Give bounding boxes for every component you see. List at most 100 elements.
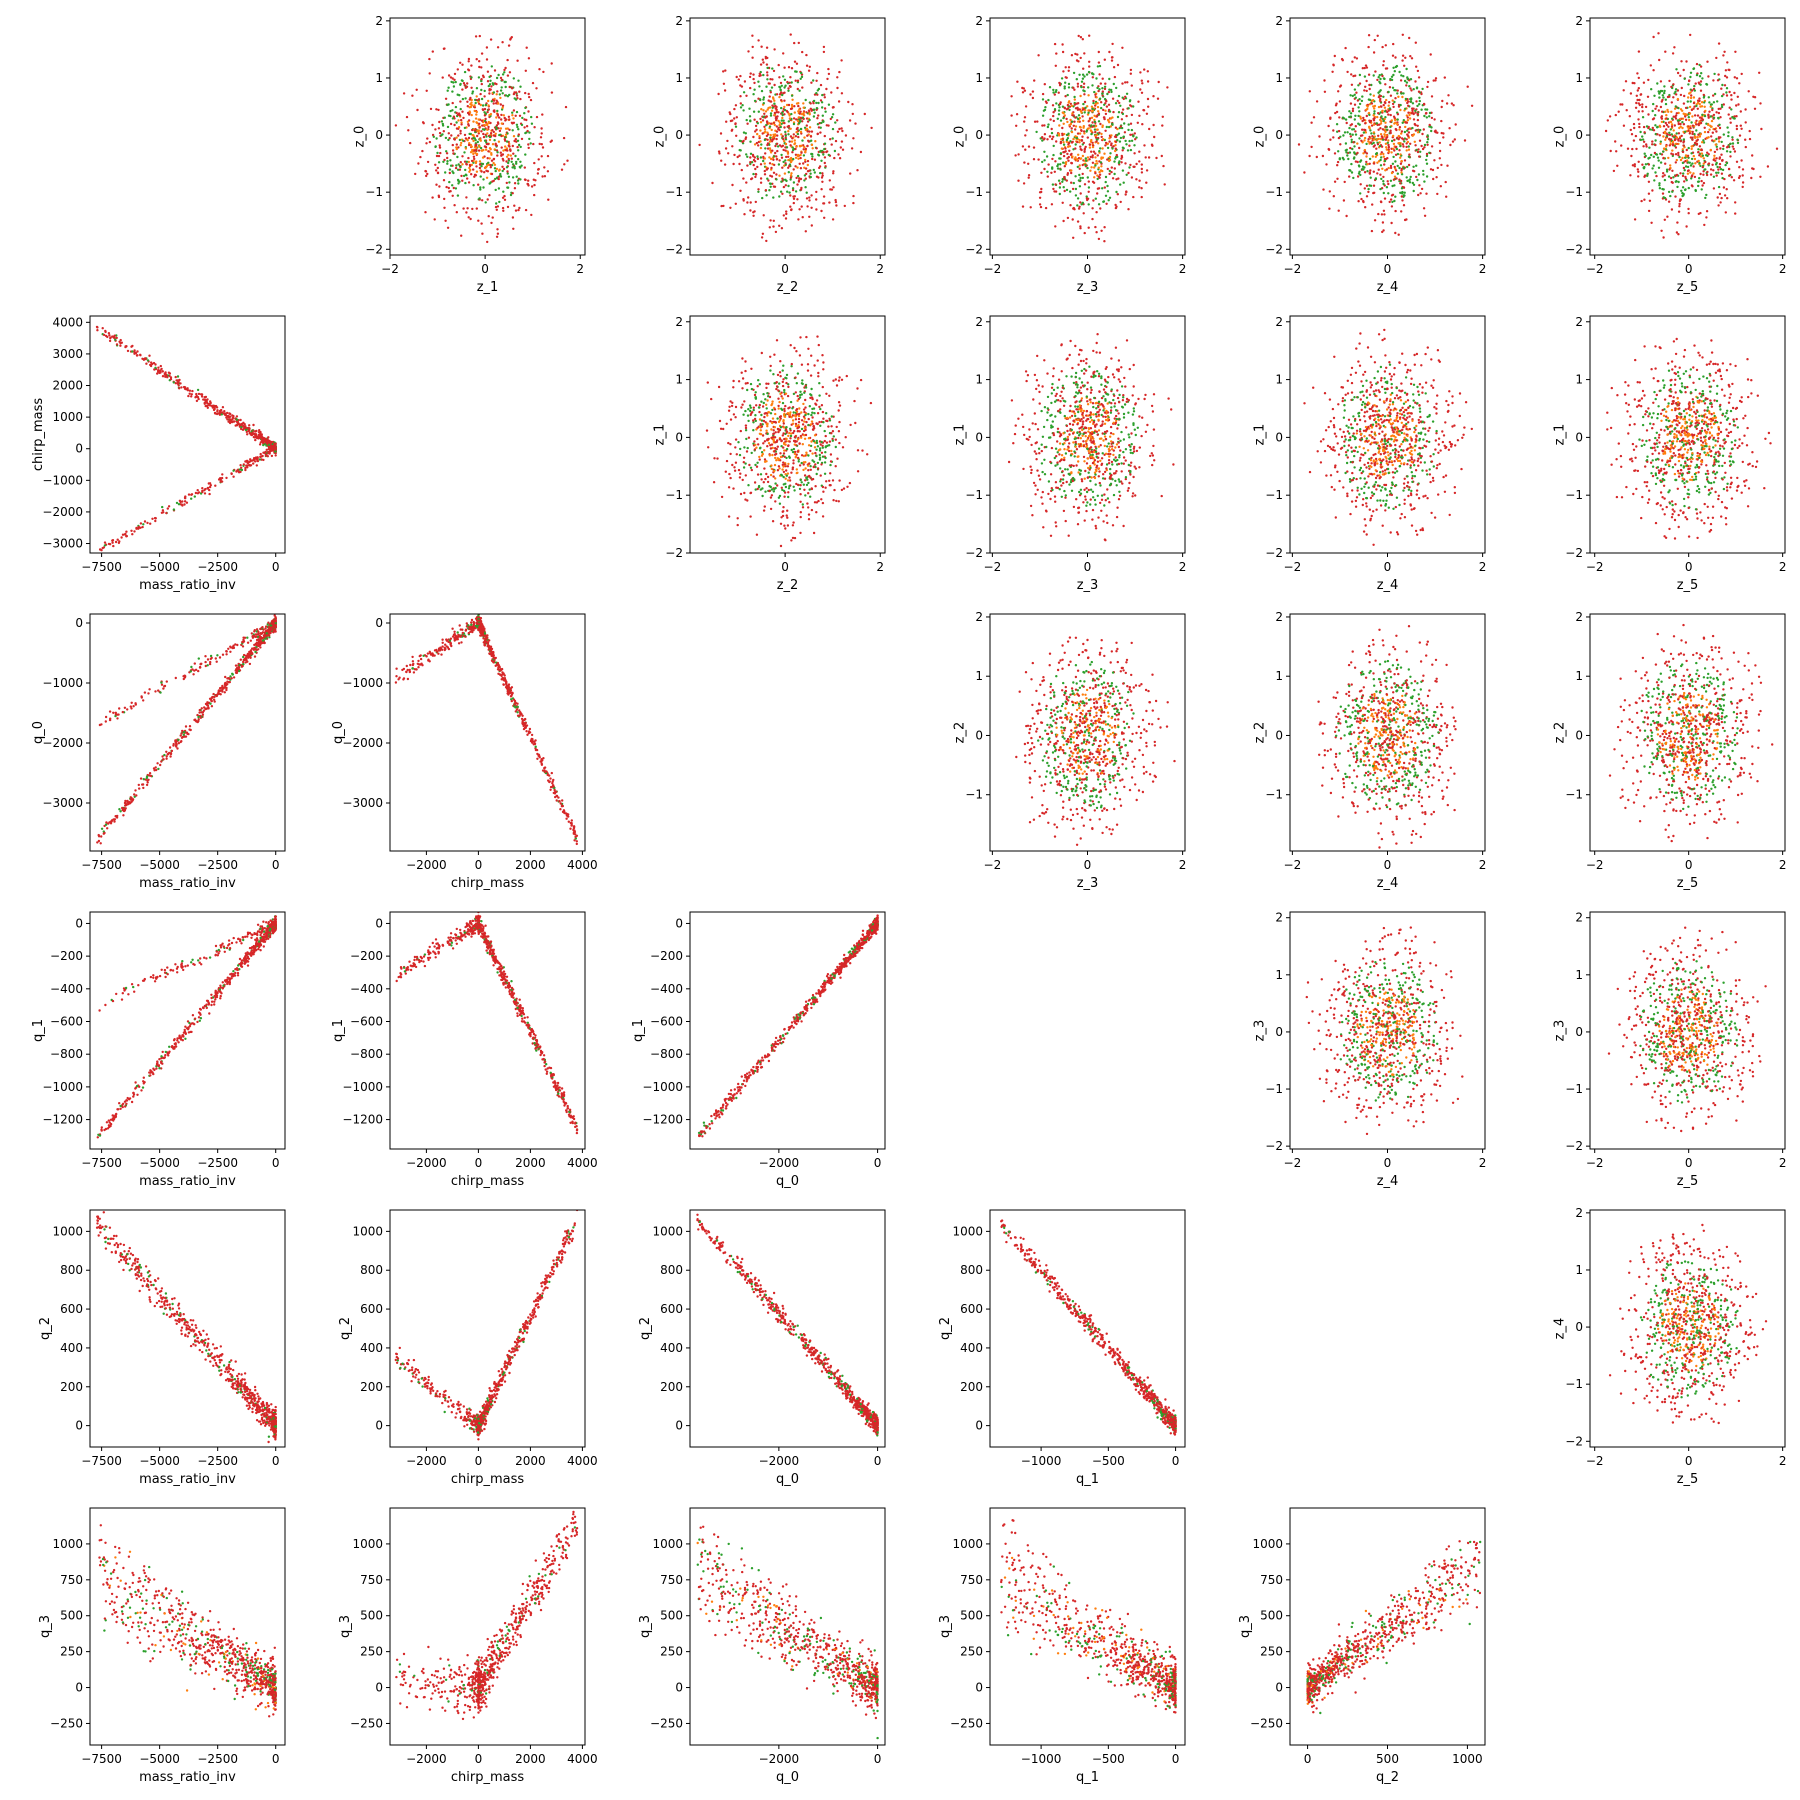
scatter-point [1416,178,1419,182]
scatter-point [1724,69,1728,72]
scatter-point [784,162,787,165]
scatter-point [749,201,752,204]
scatter-point [268,452,271,455]
scatter-point [775,130,779,133]
scatter-point [1375,147,1378,150]
scatter-point [1075,102,1079,105]
scatter-point [1714,159,1717,162]
scatter-point [1342,117,1346,120]
scatter-point [1734,212,1737,215]
scatter-point [1678,202,1681,206]
scatter-point [1079,56,1082,60]
scatter-point [788,191,791,194]
scatter-point [1078,164,1081,167]
scatter-point [1107,119,1110,122]
scatter-point [772,158,775,161]
scatter-point [419,155,422,159]
scatter-point [1377,168,1380,171]
scatter-point [467,216,470,219]
scatter-point [850,147,854,150]
scatter-point [1681,117,1685,120]
scatter-point [1032,158,1036,161]
scatter-point [1041,160,1044,164]
scatter-point [1412,183,1416,186]
scatter-point [799,177,803,181]
x-axis-label: z_1 [477,280,499,295]
scatter-point [1637,76,1641,80]
scatter-point [1382,63,1385,67]
scatter-point [1687,83,1690,86]
scatter-point [1696,101,1700,105]
scatter-point [433,218,436,221]
scatter-point [1043,133,1047,136]
scatter-point [1645,125,1649,128]
scatter-point [1699,89,1703,92]
scatter-point [1391,54,1395,57]
scatter-point [1748,137,1752,141]
scatter-point [512,121,516,125]
scatter-point [1113,172,1116,176]
scatter-point [1699,172,1702,176]
scatter-point [1348,126,1351,130]
scatter-point [724,147,728,150]
scatter-point [1124,139,1127,143]
scatter-point [450,134,453,137]
scatter-point [1689,164,1693,167]
scatter-point [1408,178,1412,181]
scatter-point [490,172,494,176]
scatter-point [1352,141,1355,144]
scatter-point [1412,165,1415,168]
scatter-point [459,100,462,103]
scatter-point [1382,152,1385,156]
scatter-point [1052,91,1055,94]
scatter-point [769,122,773,125]
scatter-point [481,232,484,235]
scatter-point [1110,59,1114,62]
scatter-point [1057,109,1061,112]
y-tick-label: 0 [375,128,383,142]
scatter-point [787,66,791,69]
scatter-point [1695,62,1699,66]
scatter-point [783,108,787,112]
scatter-point [146,521,149,525]
scatter-point [1122,181,1125,184]
scatter-point [483,107,487,111]
scatter-point [1363,171,1367,174]
scatter-point [796,174,800,178]
scatter-point [1401,121,1404,125]
scatter-point [485,46,489,49]
scatter-point [467,143,471,147]
scatter-point [450,80,453,84]
scatter-point [1631,81,1634,85]
scatter-point [1639,138,1643,142]
scatter-point [461,155,464,158]
scatter-point [1650,88,1653,91]
scatter-point [840,92,844,95]
scatter-point [1696,136,1699,139]
scatter-point [1052,111,1055,114]
scatter-point [1354,125,1358,128]
scatter-point [1675,132,1678,135]
scatter-point [1392,105,1395,109]
scatter-point [1383,159,1387,163]
scatter-point [1659,89,1663,93]
scatter-point [818,165,822,168]
scatter-point [475,110,478,114]
scatter-point [788,84,792,88]
scatter-point [508,71,512,74]
scatter-point [1656,82,1659,85]
scatter-point [1647,126,1650,130]
scatter-point [1098,150,1101,153]
scatter-point [1722,144,1725,148]
scatter-point [1723,50,1726,53]
scatter-point [460,123,463,126]
scatter-point [773,99,776,102]
scatter-point [728,111,731,114]
scatter-point [1717,73,1720,76]
scatter-point [1070,155,1074,158]
scatter-point [739,95,742,98]
scatter-point [1387,150,1391,153]
scatter-point [1665,123,1669,127]
scatter-point [131,533,134,536]
y-axis-label: z_0 [953,126,968,148]
